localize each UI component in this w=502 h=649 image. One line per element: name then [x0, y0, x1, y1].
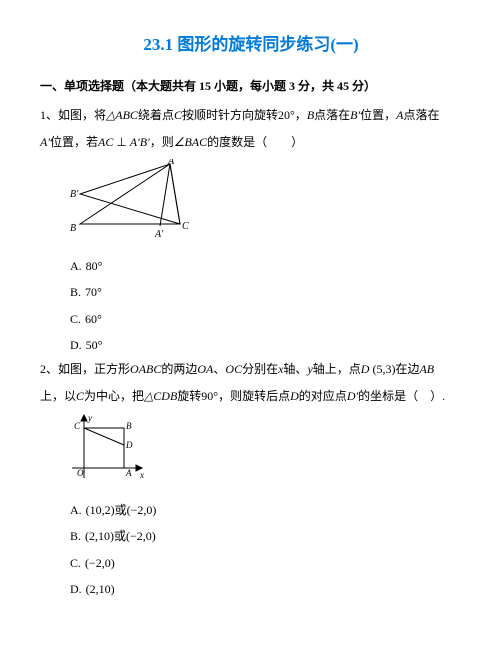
q1-optA-val: 80°: [86, 259, 103, 273]
q1-Ap: A′: [40, 135, 50, 149]
q1-optD-val: 50°: [86, 338, 103, 352]
q1-C: C: [174, 108, 182, 122]
q1-t10: 的度数是（ ）: [207, 135, 303, 149]
q2-option-c: C.(−2,0): [70, 550, 462, 576]
q2-optC-val: (−2,0): [85, 556, 115, 570]
svg-text:A′: A′: [154, 229, 164, 240]
q1-perp: ⊥: [113, 135, 129, 149]
q2-coord: (5,3): [369, 362, 395, 376]
q2-OA: OA: [197, 362, 213, 376]
q2-t4: 在边: [395, 362, 419, 376]
q2-optA-val: (10,2)或(−2,0): [86, 503, 157, 517]
q1-option-a: A.80°: [70, 253, 462, 279]
q1-num: 1、: [40, 108, 58, 122]
q1-options: A.80° B.70° C.60° D.50°: [70, 253, 462, 359]
q1-optC-val: 60°: [85, 312, 102, 326]
q2-OC: OC: [225, 362, 242, 376]
q2-sep1: 、: [213, 362, 225, 376]
q2-t3: 分别在: [242, 362, 278, 376]
q2-t9: 的对应点: [299, 389, 347, 403]
q2-t1: 如图，正方形: [58, 362, 130, 376]
q2-options: A.(10,2)或(−2,0) B.(2,10)或(−2,0) C.(−2,0)…: [70, 497, 462, 603]
q1-BAC: ∠BAC: [174, 135, 207, 149]
q2-t2: 的两边: [161, 362, 197, 376]
svg-text:B′: B′: [70, 189, 79, 200]
q2-ax1: 轴、: [283, 362, 307, 376]
q2-figure: y C B D A O x: [70, 413, 462, 492]
q1-t1: 如图，将: [58, 108, 106, 122]
svg-text:C: C: [182, 221, 189, 232]
q2-t10: 的坐标是（ ）.: [358, 389, 445, 403]
q1-optB-val: 70°: [85, 285, 102, 299]
svg-text:D: D: [125, 440, 133, 450]
q1-option-d: D.50°: [70, 332, 462, 358]
q1-A: A: [396, 108, 403, 122]
q2-D2: D: [290, 389, 299, 403]
q2-option-d: D.(2,10): [70, 576, 462, 602]
q2-optD-val: (2,10): [86, 582, 115, 596]
q2-CDB: △CDB: [144, 389, 177, 403]
question-1: 1、如图，将△ABC绕着点C按顺时针方向旋转20°，B点落在B′位置，A点落在: [40, 104, 462, 127]
q1-t8: 位置，若: [50, 135, 98, 149]
svg-text:B: B: [126, 421, 132, 431]
q1-t6: 位置，: [360, 108, 396, 122]
svg-text:A: A: [125, 468, 132, 478]
q2-Dp: D′: [347, 389, 358, 403]
q2-t5: 上，以: [40, 389, 76, 403]
q1-t9: ，则: [150, 135, 174, 149]
question-2-line2: 上，以C为中心，把△CDB旋转90°，则旋转后点D的对应点D′的坐标是（ ）.: [40, 385, 462, 408]
q1-AC: AC: [98, 135, 113, 149]
q1-t7: 点落在: [404, 108, 440, 122]
q2-t6: 为中心，把: [84, 389, 144, 403]
q2-90: 90°: [201, 389, 218, 403]
q2-AB: AB: [419, 362, 434, 376]
q2-t8: ，则旋转后点: [218, 389, 290, 403]
q1-figure: A B′ B C A′: [70, 159, 462, 248]
svg-text:y: y: [87, 413, 92, 423]
q1-20: 20°: [278, 108, 295, 122]
q2-num: 2、: [40, 362, 58, 376]
q1-tri: △ABC: [106, 108, 138, 122]
q2-option-b: B.(2,10)或(−2,0): [70, 523, 462, 549]
svg-text:A: A: [167, 159, 175, 167]
svg-text:C: C: [74, 421, 81, 431]
q1-t2: 绕着点: [138, 108, 174, 122]
question-1-line2: A′位置，若AC ⊥ A′B′，则∠BAC的度数是（ ）: [40, 131, 462, 154]
q1-option-c: C.60°: [70, 306, 462, 332]
svg-text:B: B: [70, 223, 76, 234]
q2-optB-val: (2,10)或(−2,0): [85, 529, 156, 543]
q2-sq: OABC: [130, 362, 161, 376]
q1-t3: 按顺时针方向旋转: [182, 108, 278, 122]
q2-option-a: A.(10,2)或(−2,0): [70, 497, 462, 523]
q1-Bp: B′: [350, 108, 360, 122]
page-title: 23.1 图形的旋转同步练习(一): [40, 30, 462, 55]
q2-ax2: 轴上，点: [313, 362, 361, 376]
q1-ApBp: A′B′: [130, 135, 150, 149]
section-header: 一、单项选择题（本大题共有 15 小题，每小题 3 分，共 45 分）: [40, 77, 462, 96]
q2-C2: C: [76, 389, 84, 403]
q2-t7: 旋转: [177, 389, 201, 403]
question-2: 2、如图，正方形OABC的两边OA、OC分别在x轴、y轴上，点D (5,3)在边…: [40, 358, 462, 381]
q1-t5: 点落在: [314, 108, 350, 122]
svg-text:x: x: [139, 470, 144, 480]
svg-text:O: O: [77, 468, 84, 478]
q1-t4: ，: [295, 108, 307, 122]
q1-option-b: B.70°: [70, 279, 462, 305]
